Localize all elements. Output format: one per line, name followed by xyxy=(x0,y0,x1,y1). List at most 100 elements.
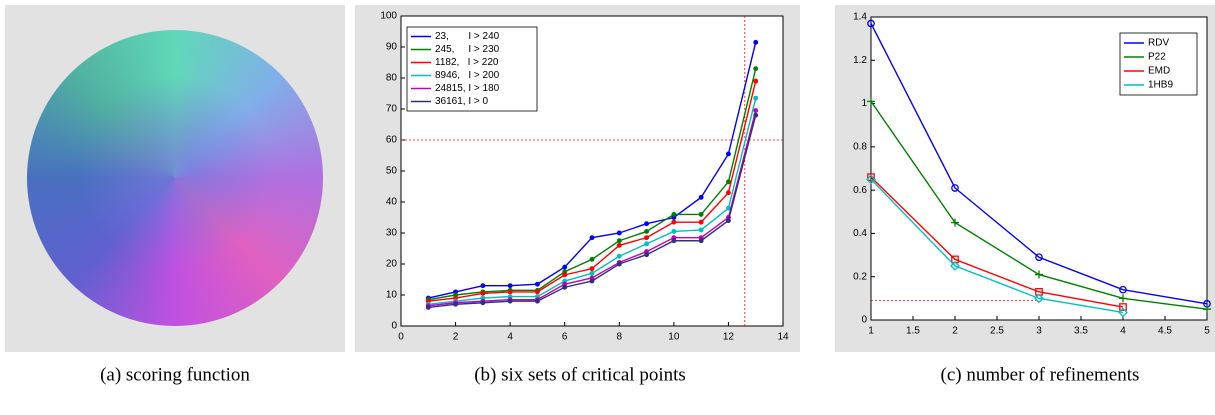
marker xyxy=(589,278,595,284)
marker xyxy=(1119,303,1127,311)
sphere-image xyxy=(27,30,323,326)
marker xyxy=(480,283,486,289)
series-line xyxy=(870,178,1124,314)
marker xyxy=(616,253,622,259)
y-tick-label: 90 xyxy=(386,42,398,53)
marker xyxy=(867,19,875,28)
marker xyxy=(534,281,540,287)
marker xyxy=(753,78,759,84)
legend-box xyxy=(406,26,538,112)
marker xyxy=(671,238,677,244)
marker xyxy=(951,184,959,192)
y-tick-label: 80 xyxy=(386,73,398,84)
marker xyxy=(1118,307,1128,318)
y-tick-label: 0.4 xyxy=(853,228,867,239)
legend-label: EMD xyxy=(1148,66,1170,77)
marker xyxy=(562,264,568,270)
marker xyxy=(425,304,431,310)
y-tick-label: 10 xyxy=(386,290,398,301)
legend-label: 1HB9 xyxy=(1148,80,1173,91)
x-tick-label: 3.5 xyxy=(1074,326,1088,337)
marker xyxy=(698,227,704,233)
y-tick-label: 0 xyxy=(391,321,397,332)
y-tick-label: 0.8 xyxy=(853,141,867,152)
marker xyxy=(698,211,704,217)
marker xyxy=(671,211,677,217)
marker xyxy=(534,298,540,304)
caption: (b) six sets of critical points xyxy=(474,364,686,385)
y-tick-label: 0.2 xyxy=(853,271,867,282)
marker xyxy=(671,228,677,234)
marker xyxy=(507,289,513,295)
marker xyxy=(753,108,759,113)
x-tick-label: 10 xyxy=(668,332,680,343)
caption: (c) number of refinements xyxy=(941,364,1140,385)
x-tick-label: 4 xyxy=(1120,326,1126,337)
x-tick-label: 6 xyxy=(562,332,568,343)
marker xyxy=(644,252,650,258)
marker xyxy=(644,221,650,227)
y-tick-label: 0.6 xyxy=(853,185,867,196)
marker xyxy=(589,266,595,272)
marker xyxy=(534,289,540,295)
marker xyxy=(1119,285,1127,294)
y-tick-label: 0 xyxy=(861,315,867,326)
marker xyxy=(589,256,595,262)
y-tick-label: 40 xyxy=(386,197,398,208)
marker xyxy=(866,174,876,185)
marker xyxy=(644,235,650,241)
legend-label: 245, I > 230 xyxy=(435,44,500,55)
marker xyxy=(753,95,759,101)
y-tick-label: 70 xyxy=(386,104,398,115)
marker xyxy=(480,291,486,296)
y-tick-label: 50 xyxy=(386,166,398,177)
marker xyxy=(507,283,513,289)
marker xyxy=(589,235,595,241)
marker xyxy=(616,238,622,244)
marker xyxy=(867,97,875,106)
y-tick-label: 100 xyxy=(380,11,397,22)
marker xyxy=(1035,270,1043,279)
y-tick-label: 1.4 xyxy=(853,12,867,23)
marker xyxy=(562,284,568,290)
y-tick-label: 1.2 xyxy=(853,55,867,66)
marker xyxy=(725,218,731,224)
marker xyxy=(616,242,622,248)
y-tick-label: 20 xyxy=(386,259,398,270)
legend-label: 1182, I > 220 xyxy=(435,57,499,68)
marker xyxy=(644,228,650,234)
series-line xyxy=(870,23,1208,305)
x-tick-label: 4.5 xyxy=(1158,326,1172,337)
marker xyxy=(698,194,704,200)
y-tick-label: 30 xyxy=(386,228,398,239)
caption: (a) scoring function xyxy=(100,364,250,385)
marker xyxy=(753,39,759,45)
marker xyxy=(753,66,759,72)
marker xyxy=(1034,293,1044,304)
marker xyxy=(725,190,731,196)
marker xyxy=(725,151,731,157)
marker xyxy=(671,219,677,225)
legend-label: 36161, I > 0 xyxy=(435,96,489,107)
marker xyxy=(644,241,650,247)
marker xyxy=(725,179,731,185)
marker xyxy=(951,218,959,227)
marker xyxy=(867,173,875,182)
x-tick-label: 2.5 xyxy=(990,326,1004,337)
marker xyxy=(950,260,960,271)
marker xyxy=(698,238,704,244)
legend-label: 8946, I > 200 xyxy=(435,70,500,81)
marker xyxy=(616,230,622,236)
y-tick-label: 60 xyxy=(386,135,398,146)
legend-label: RDV xyxy=(1148,38,1169,49)
x-tick-label: 4 xyxy=(507,332,513,343)
legend-label: 23, I > 240 xyxy=(435,31,500,42)
marker xyxy=(1203,305,1211,314)
marker xyxy=(562,272,568,278)
x-tick-label: 1.5 xyxy=(906,326,920,337)
x-tick-label: 3 xyxy=(1036,326,1042,337)
marker xyxy=(1119,294,1127,303)
x-tick-label: 12 xyxy=(723,332,735,343)
